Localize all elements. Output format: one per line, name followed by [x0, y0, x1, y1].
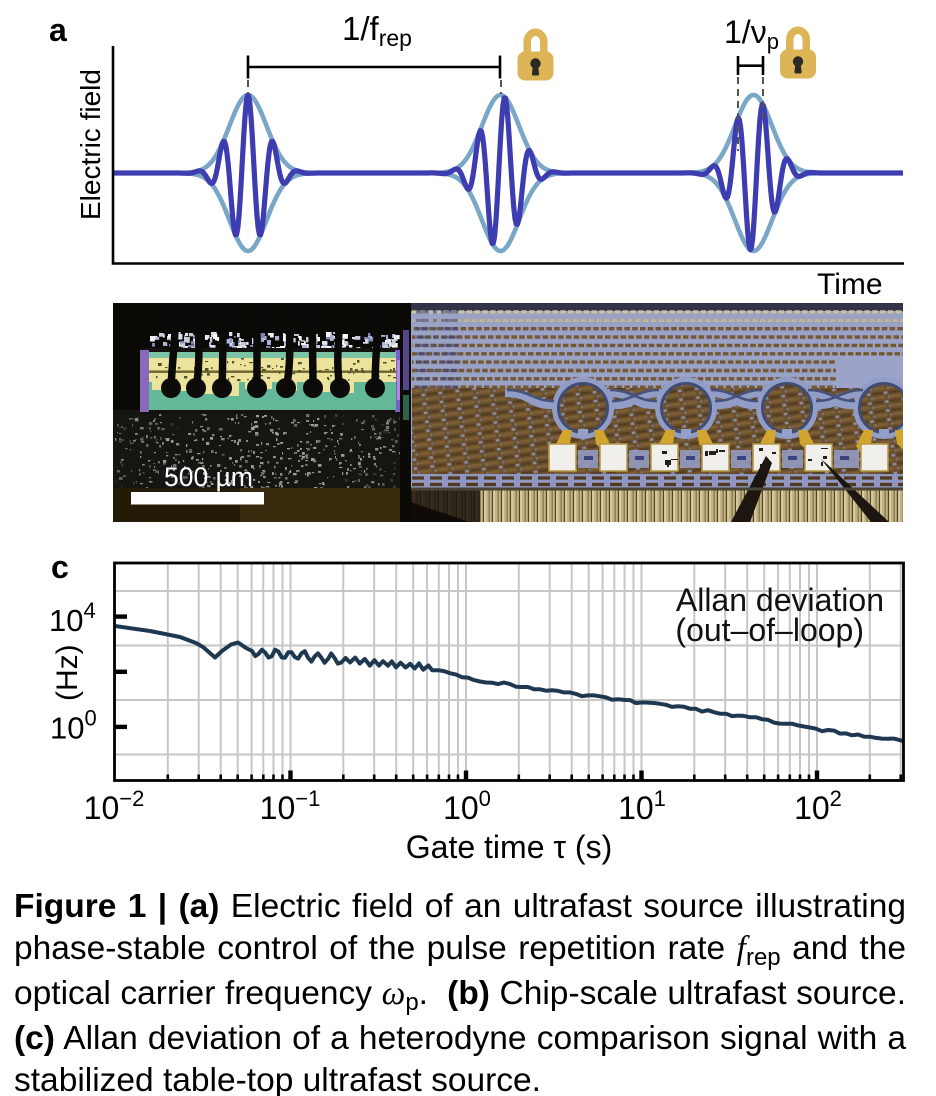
svg-text:101: 101: [618, 786, 666, 826]
svg-text:102: 102: [794, 786, 842, 826]
svg-text:1/νp: 1/νp: [724, 14, 779, 54]
svg-text:104: 104: [49, 598, 96, 638]
svg-text:Time: Time: [817, 268, 883, 300]
svg-text:Gate time τ (s): Gate time τ (s): [406, 829, 612, 865]
svg-text:10−2: 10−2: [84, 786, 145, 826]
svg-text:a: a: [49, 12, 67, 48]
svg-text:c: c: [51, 550, 69, 585]
svg-text:100: 100: [50, 706, 97, 746]
svg-text:Allan deviation: Allan deviation: [676, 582, 884, 618]
svg-text:1/frep: 1/frep: [342, 10, 412, 51]
svg-text:500 µm: 500 µm: [164, 462, 253, 492]
svg-text:Electric field: Electric field: [75, 69, 106, 220]
svg-text:(out–of–loop): (out–of–loop): [675, 612, 864, 648]
svg-text:100: 100: [443, 786, 491, 826]
svg-text:10−1: 10−1: [260, 786, 321, 826]
svg-text:(Hz): (Hz): [51, 644, 84, 701]
